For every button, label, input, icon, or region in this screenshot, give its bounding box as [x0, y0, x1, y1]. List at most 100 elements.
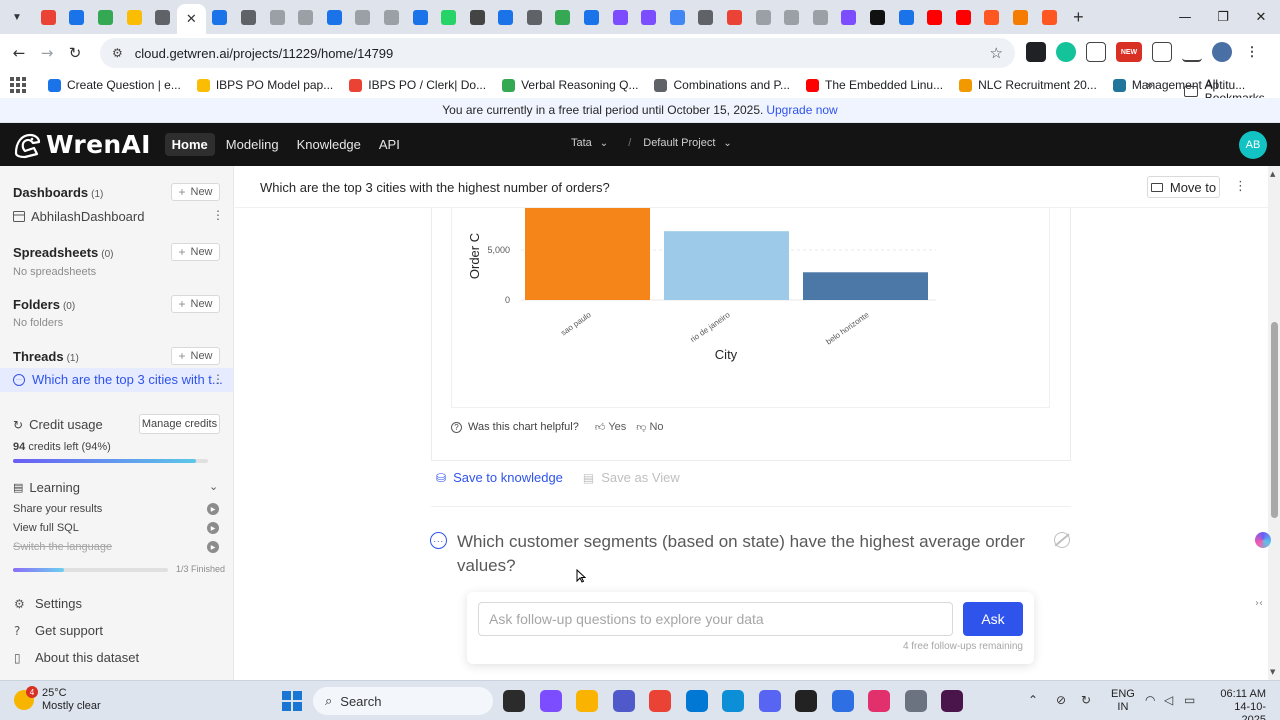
bookmark-item[interactable]: IBPS PO / Clerk| Do...	[349, 78, 486, 92]
learning-item-sql[interactable]: View full SQL	[13, 522, 79, 534]
browser-tab[interactable]	[1006, 3, 1035, 31]
browser-tab[interactable]	[577, 3, 606, 31]
url-text[interactable]: cloud.getwren.ai/projects/11229/home/147…	[134, 45, 394, 61]
media-controls-icon[interactable]	[1182, 42, 1202, 62]
support-link[interactable]: ? Get support	[14, 623, 103, 638]
profile-avatar-icon[interactable]	[1212, 42, 1232, 62]
side-panel-icon[interactable]: ›‹	[1255, 598, 1263, 609]
browser-tab[interactable]	[749, 3, 778, 31]
file-explorer-icon[interactable]	[576, 690, 598, 712]
discord-icon[interactable]	[758, 690, 781, 712]
dashboard-item[interactable]: AbhilashDashboard	[13, 209, 144, 224]
grammarly-icon[interactable]	[1056, 42, 1076, 62]
new-badge-icon[interactable]: NEW	[1116, 42, 1142, 62]
edge-icon[interactable]	[722, 690, 744, 712]
ask-button[interactable]: Ask	[963, 602, 1023, 636]
extension-icon[interactable]	[1026, 42, 1046, 62]
wrenai-logo[interactable]: WrenAI	[12, 130, 151, 160]
document-icon[interactable]	[1086, 42, 1106, 62]
task-view-icon[interactable]	[503, 690, 525, 712]
app-chat-icon[interactable]	[795, 690, 817, 712]
site-info-icon[interactable]: ⚙	[112, 46, 123, 60]
active-tab[interactable]: ✕	[176, 4, 206, 34]
instagram-icon[interactable]	[868, 690, 890, 712]
chrome-icon[interactable]	[649, 690, 671, 712]
battery-icon[interactable]: ▭	[1184, 693, 1196, 707]
learning-item-share[interactable]: Share your results	[13, 503, 103, 515]
windows-start-icon[interactable]	[282, 691, 302, 711]
browser-tab[interactable]	[434, 3, 463, 31]
org-selector[interactable]: Tata ⌄	[571, 137, 608, 149]
learning-item-language[interactable]: Switch the language	[13, 541, 113, 553]
tray-overflow-icon[interactable]: ⌃	[1028, 693, 1039, 707]
bookmark-item[interactable]: Management Aptitu...	[1112, 78, 1245, 92]
browser-tab[interactable]	[634, 3, 663, 31]
browser-tab[interactable]	[806, 3, 835, 31]
save-to-knowledge-button[interactable]: ⛁ Save to knowledge	[436, 470, 563, 485]
upgrade-link[interactable]: Upgrade now	[766, 103, 838, 117]
language-indicator[interactable]: ENG IN	[1111, 688, 1135, 713]
browser-tab[interactable]	[892, 3, 921, 31]
browser-tab[interactable]	[206, 3, 235, 31]
assistant-floating-icon[interactable]	[1255, 532, 1271, 548]
browser-tab[interactable]	[720, 3, 749, 31]
new-folder-button[interactable]: + New	[171, 295, 220, 313]
thread-item[interactable]: ··· Which are the top 3 cities with t...	[13, 372, 223, 387]
browser-tab[interactable]	[291, 3, 320, 31]
browser-tab[interactable]	[549, 3, 578, 31]
bookmark-item[interactable]: Verbal Reasoning Q...	[502, 78, 638, 92]
bookmark-star-icon[interactable]: ☆	[989, 44, 1003, 62]
browser-tab[interactable]	[692, 3, 721, 31]
browser-tab[interactable]	[91, 3, 120, 31]
bookmark-item[interactable]: Create Question | e...	[48, 78, 181, 92]
scroll-down-icon[interactable]: ▼	[1270, 668, 1276, 676]
browser-tab[interactable]	[34, 3, 63, 31]
browser-tab[interactable]	[920, 3, 949, 31]
close-tab-icon[interactable]: ✕	[185, 11, 197, 27]
thread-more-icon[interactable]: ⋮	[212, 372, 224, 386]
save-as-view-button[interactable]: ▤ Save as View	[582, 470, 680, 485]
about-dataset-link[interactable]: ▯ About this dataset	[14, 650, 140, 665]
browser-tab[interactable]	[463, 3, 492, 31]
browser-tab[interactable]	[63, 3, 92, 31]
more-bookmarks-button[interactable]: »	[1146, 77, 1154, 92]
collapse-chevron-icon[interactable]: ⌄	[209, 480, 219, 493]
browser-tab[interactable]	[377, 3, 406, 31]
reload-button[interactable]: ↻	[68, 44, 82, 62]
thread-more-icon[interactable]: ⋮	[1234, 179, 1247, 194]
scrollbar-thumb[interactable]	[1271, 322, 1278, 518]
wifi-icon[interactable]: ◠	[1145, 693, 1156, 707]
nav-home[interactable]: Home	[164, 133, 215, 156]
page-scrollbar[interactable]: ▲ ▼	[1268, 166, 1280, 680]
play-icon[interactable]: ▶	[207, 522, 219, 534]
browser-tab[interactable]	[492, 3, 521, 31]
nav-api[interactable]: API	[378, 137, 400, 152]
browser-tab[interactable]	[978, 3, 1007, 31]
browser-tab[interactable]	[349, 3, 378, 31]
browser-tab[interactable]	[406, 3, 435, 31]
forward-button[interactable]: →	[40, 44, 54, 62]
system-clock[interactable]: 06:11 AM 14-10-2025	[1220, 688, 1266, 720]
puzzle-extensions-icon[interactable]	[1152, 42, 1172, 62]
play-icon[interactable]: ▶	[207, 541, 219, 553]
bookmark-item[interactable]: The Embedded Linu...	[806, 78, 943, 92]
browser-tab[interactable]	[1035, 3, 1064, 31]
browser-tab[interactable]	[835, 3, 864, 31]
teams-icon[interactable]	[612, 690, 635, 712]
scroll-up-icon[interactable]: ▲	[1270, 170, 1276, 178]
store-icon[interactable]	[685, 690, 708, 712]
nav-knowledge[interactable]: Knowledge	[296, 137, 361, 152]
browser-tab[interactable]	[520, 3, 549, 31]
minimize-button[interactable]: —	[1178, 9, 1192, 25]
play-icon[interactable]: ▶	[207, 503, 219, 515]
new-tab-button[interactable]: +	[1073, 6, 1084, 27]
manage-credits-button[interactable]: Manage credits	[139, 414, 220, 434]
browser-menu-icon[interactable]: ⋮	[1242, 42, 1262, 62]
browser-tab[interactable]	[263, 3, 292, 31]
close-window-button[interactable]: ✕	[1255, 9, 1267, 25]
browser-tab[interactable]	[234, 3, 263, 31]
slack-icon[interactable]	[941, 690, 963, 712]
feedback-yes-button[interactable]: 👍︎ Yes	[594, 421, 627, 433]
browser-tab[interactable]	[863, 3, 892, 31]
settings-icon[interactable]	[904, 690, 927, 712]
